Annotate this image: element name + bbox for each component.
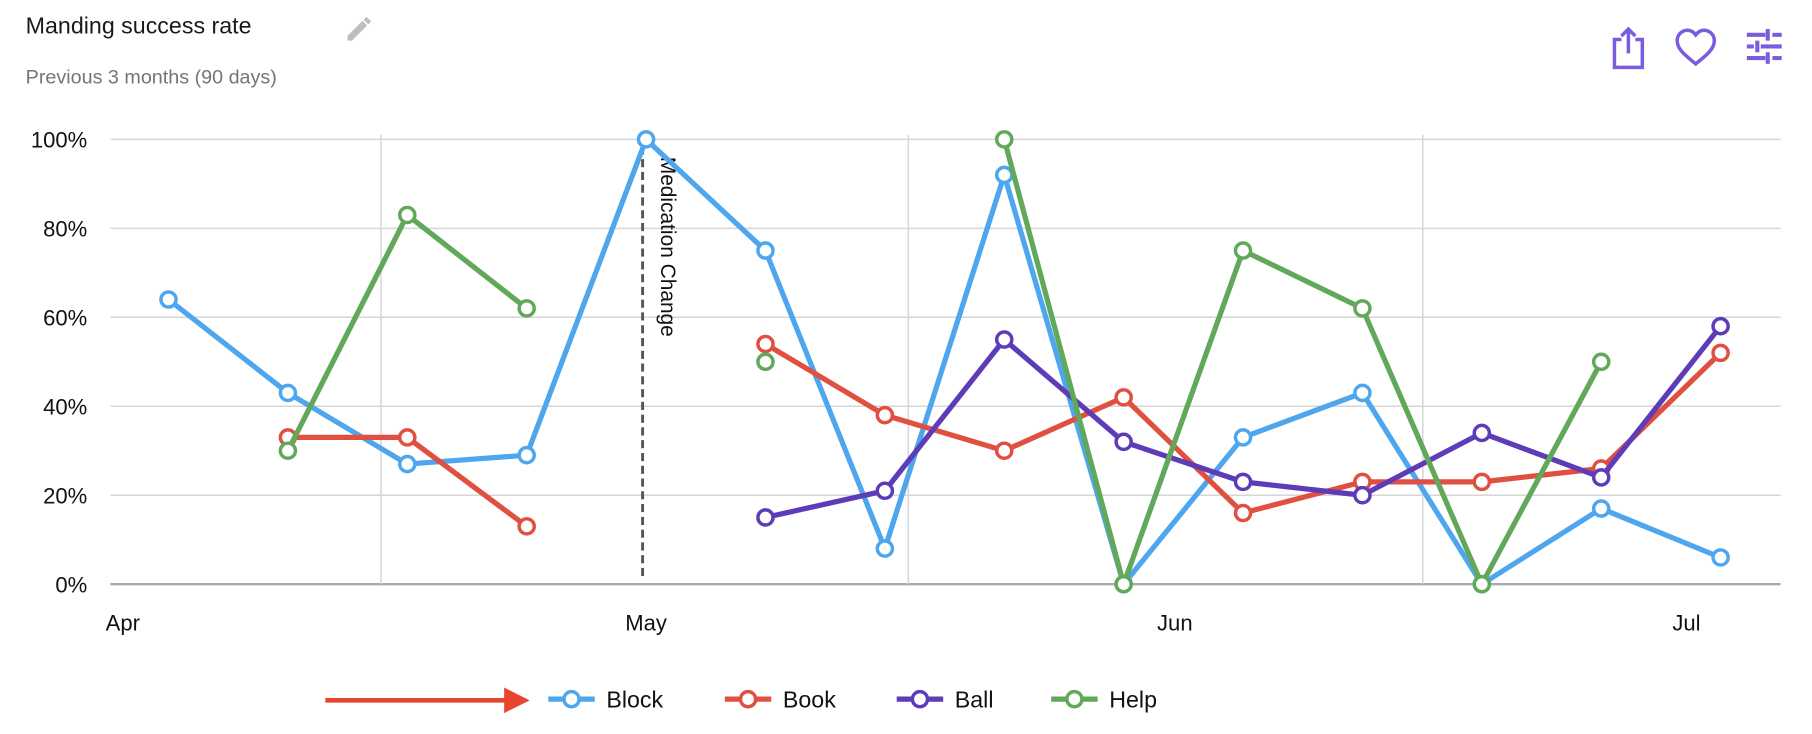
favorite-button[interactable] <box>1675 28 1717 67</box>
data-point-book[interactable] <box>1233 503 1253 523</box>
data-point-block[interactable] <box>1711 548 1730 567</box>
data-point-ball[interactable] <box>875 481 895 501</box>
series-lines <box>159 130 1730 594</box>
legend-label: Book <box>783 686 836 712</box>
series-help <box>278 130 1611 594</box>
settings-button[interactable] <box>1746 29 1782 64</box>
x-tick-label: Apr <box>106 611 140 636</box>
gridlines <box>110 134 1781 586</box>
pencil-icon <box>347 16 372 41</box>
data-point-book[interactable] <box>1472 472 1492 492</box>
legend-item-book[interactable]: Book <box>724 686 836 712</box>
y-tick-label: 0% <box>55 572 87 597</box>
legend: Block Book Ball Help <box>325 686 1157 714</box>
data-point-help[interactable] <box>1591 352 1611 372</box>
legend-marker <box>910 689 930 709</box>
x-tick-label: Jun <box>1157 611 1193 636</box>
data-point-help[interactable] <box>398 205 417 225</box>
y-axis: 0% 20% 40% 60% 80% 100% <box>31 127 87 597</box>
series-line-block <box>166 136 1722 587</box>
legend-marker <box>738 689 758 709</box>
data-point-book[interactable] <box>994 441 1014 461</box>
legend-marker <box>562 689 581 709</box>
legend-arrow <box>325 687 530 714</box>
y-tick-label: 60% <box>43 305 87 330</box>
data-point-block[interactable] <box>159 290 178 309</box>
x-tick-label: May <box>625 611 667 636</box>
medication-change-label: Medication Change <box>656 157 679 337</box>
y-tick-label: 80% <box>43 216 87 241</box>
y-tick-label: 40% <box>43 394 87 419</box>
chart-title: Manding success rate <box>26 13 252 39</box>
data-point-ball[interactable] <box>1114 432 1133 452</box>
data-point-block[interactable] <box>517 445 536 465</box>
data-point-block[interactable] <box>278 383 298 403</box>
series-line-help <box>1001 138 1604 587</box>
data-point-book[interactable] <box>756 334 775 354</box>
data-point-ball[interactable] <box>1353 485 1372 505</box>
legend-label: Ball <box>955 686 994 712</box>
data-point-help[interactable] <box>756 352 775 372</box>
heart-icon <box>1675 28 1717 67</box>
y-tick-label: 100% <box>31 127 87 152</box>
share-button[interactable] <box>1612 26 1645 70</box>
x-axis: Apr May Jun Jul <box>106 611 1701 636</box>
data-point-help[interactable] <box>1233 241 1253 260</box>
data-point-help[interactable] <box>994 130 1014 149</box>
data-point-block[interactable] <box>636 130 656 149</box>
legend-item-ball[interactable]: Ball <box>896 686 994 712</box>
data-point-help[interactable] <box>1472 574 1492 594</box>
data-point-book[interactable] <box>875 405 895 425</box>
y-tick-label: 20% <box>43 483 87 508</box>
data-point-block[interactable] <box>875 539 895 558</box>
data-point-book[interactable] <box>1711 343 1730 363</box>
series-ball <box>756 316 1730 527</box>
legend-item-block[interactable]: Block <box>548 686 664 712</box>
edit-title-button[interactable] <box>347 16 372 41</box>
annotation: Medication Change <box>641 146 679 581</box>
data-point-block[interactable] <box>1353 383 1372 403</box>
data-point-block[interactable] <box>398 454 417 474</box>
data-point-ball[interactable] <box>1233 472 1253 492</box>
share-icon <box>1612 26 1645 70</box>
data-point-book[interactable] <box>1114 388 1133 407</box>
data-point-help[interactable] <box>517 299 536 318</box>
legend-label: Help <box>1109 686 1157 712</box>
data-point-help[interactable] <box>1114 574 1133 594</box>
legend-item-help[interactable]: Help <box>1051 686 1157 712</box>
data-point-help[interactable] <box>1353 299 1372 318</box>
data-point-block[interactable] <box>756 241 775 260</box>
series-book <box>278 334 1730 536</box>
data-point-ball[interactable] <box>994 330 1014 349</box>
data-point-ball[interactable] <box>756 508 775 527</box>
data-point-ball[interactable] <box>1711 316 1730 336</box>
data-point-ball[interactable] <box>1591 468 1611 487</box>
data-point-book[interactable] <box>398 428 417 447</box>
data-point-block[interactable] <box>994 165 1014 185</box>
data-point-book[interactable] <box>517 517 536 536</box>
data-point-block[interactable] <box>1591 499 1611 518</box>
data-point-block[interactable] <box>1233 428 1253 447</box>
data-point-ball[interactable] <box>1472 423 1492 443</box>
data-point-help[interactable] <box>278 441 298 461</box>
x-tick-label: Jul <box>1672 611 1700 636</box>
series-block <box>159 130 1730 594</box>
legend-marker <box>1065 689 1084 709</box>
chart-subtitle: Previous 3 months (90 days) <box>26 67 277 89</box>
series-line-book <box>287 434 529 529</box>
legend-label: Block <box>606 686 663 712</box>
tune-sliders-icon <box>1746 29 1782 64</box>
